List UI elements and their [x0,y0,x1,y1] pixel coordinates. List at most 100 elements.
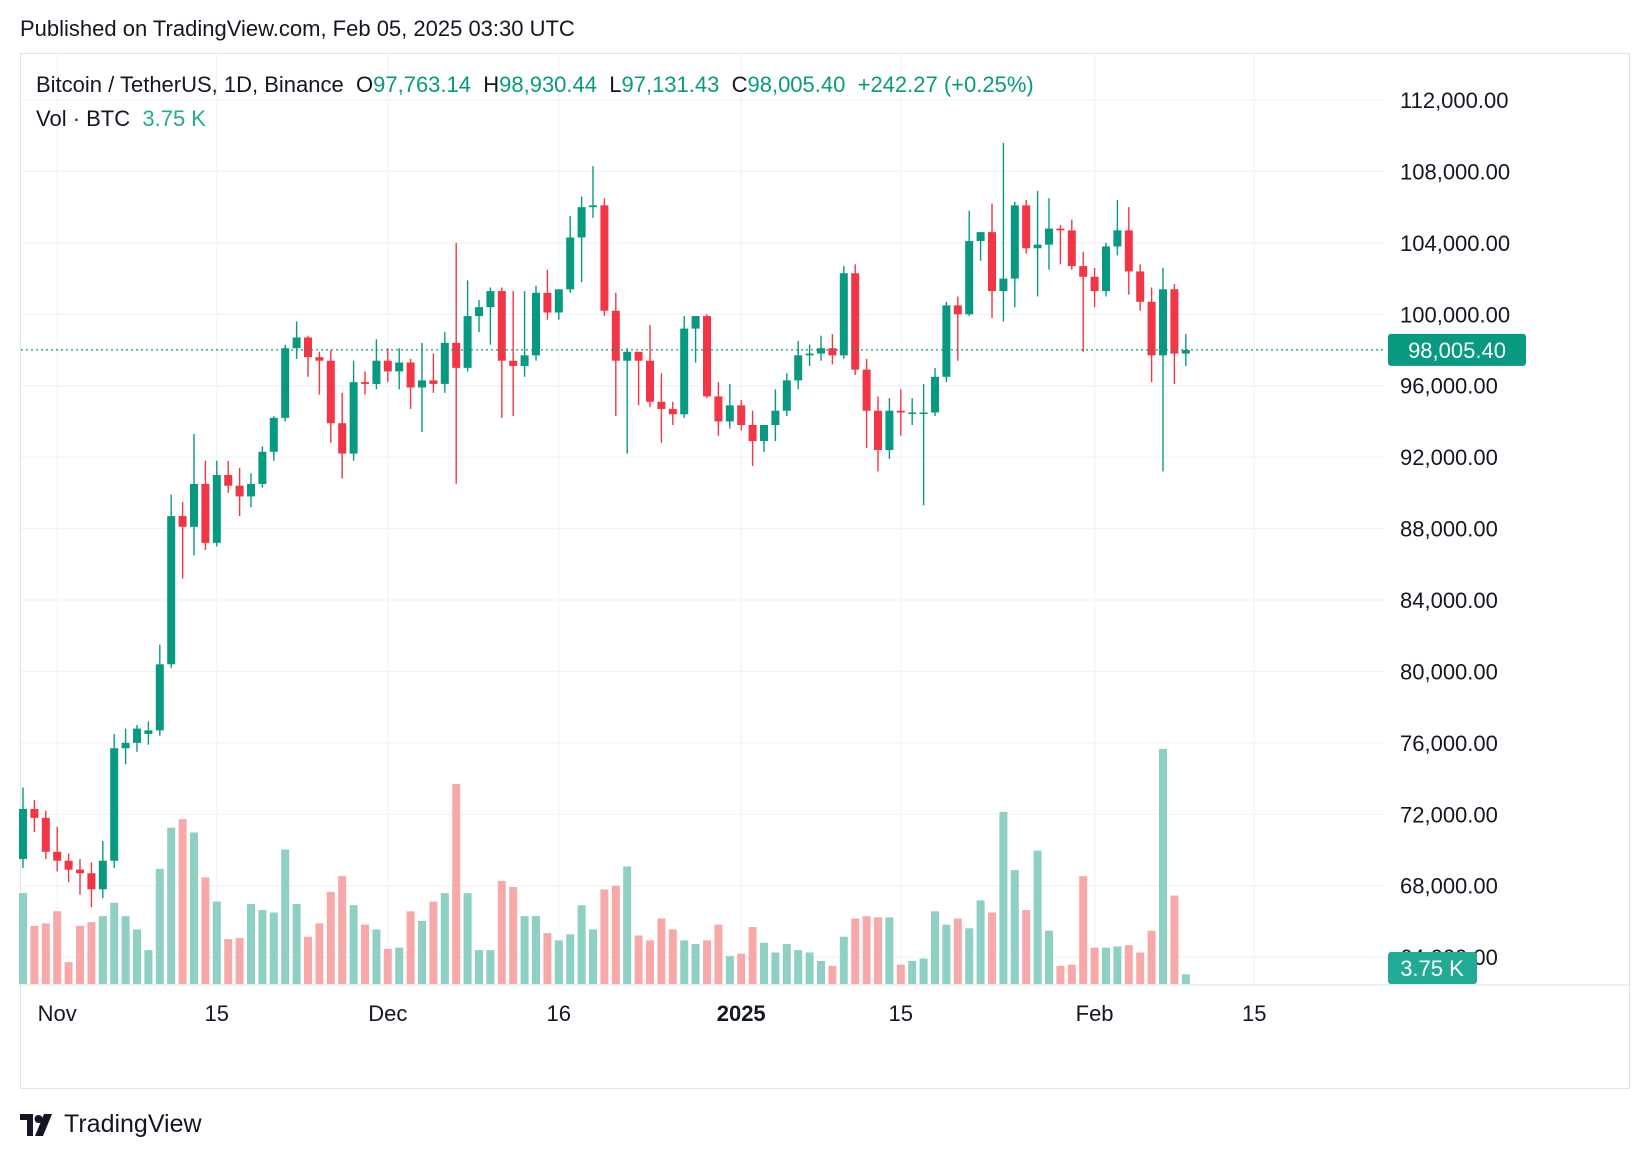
volume-bar [623,866,632,984]
candle-body [794,355,803,381]
volume-bar [1113,946,1122,984]
candle-body [737,405,746,426]
volume-bar [999,811,1008,984]
candle-body [383,360,392,372]
volume-bar [475,950,483,984]
volume-bar [133,929,141,984]
candle-body [76,869,84,874]
volume-bar [19,893,27,984]
volume-bar [885,917,894,984]
volume-bar [1045,930,1053,984]
candle-body [258,451,267,484]
volume-bar [315,923,324,984]
candle-body [178,516,187,527]
volume-bar [976,900,985,984]
legend-open-label: O [356,72,374,97]
volume-bar [190,832,198,984]
volume-legend-label: Vol · BTC [36,106,131,131]
legend-close: 98,005.40 [747,72,846,97]
candle-body [611,310,620,361]
candle-body [623,351,632,361]
candle-body [931,376,939,413]
volume-bar [942,924,951,984]
candle-body [1181,350,1190,354]
volume-bar [429,901,438,984]
candle-body [885,410,894,451]
volume-bar [851,918,860,984]
candle-body [304,337,312,358]
y-tick-label: 88,000.00 [1400,517,1498,542]
volume-bar [292,904,301,984]
candle-body [817,348,825,354]
candle-body [1067,230,1076,267]
candle-body [782,380,791,411]
volume-bar [566,934,575,984]
candle-body [851,273,860,370]
candle-body [361,382,369,384]
legend-high-label: H [483,72,500,97]
candle-body [1102,246,1110,292]
y-tick-label: 108,000.00 [1400,159,1510,184]
volume-bar [30,925,39,984]
candle-body [589,205,597,208]
volume-bar [953,918,962,984]
candle-body [1056,228,1065,231]
volume-bar [406,911,415,984]
volume-bar [862,916,871,984]
last-price-badge [1388,333,1526,366]
volume-bar [988,912,996,984]
x-tick-label: Dec [368,1001,407,1026]
volume-bar [703,940,711,984]
y-tick-label: 112,000.00 [1400,88,1508,113]
x-tick-label: 15 [889,1001,913,1026]
volume-bar [1102,947,1110,984]
published-note: Published on TradingView.com, Feb 05, 20… [20,16,575,41]
last-price-label: 98,005.40 [1408,338,1506,363]
volume-bar [691,944,700,984]
volume-bar [144,950,153,984]
y-tick-label: 72,000.00 [1400,802,1498,827]
candle-body [167,516,176,665]
volume-bar [748,927,757,984]
candle-body [1124,230,1133,272]
volume-bar [1010,870,1019,984]
candle-body [133,728,141,743]
volume-bar [1159,748,1167,984]
volume-bar [600,889,609,984]
candle-body [509,360,518,367]
volume-bar [760,942,768,984]
volume-bar [737,953,746,984]
candle-body [372,360,381,384]
candle-body [418,380,426,388]
candle-body [292,337,301,349]
candle-body [315,357,324,361]
candle-body [691,316,700,329]
x-tick-label: 2025 [717,1001,766,1026]
volume-bar [418,920,426,984]
tradingview-logo[interactable]: TradingView [20,1110,202,1139]
candle-body [1147,301,1156,356]
candle-body [680,328,689,415]
candle-body [486,291,495,308]
candle-body [600,205,609,311]
x-tick-label: Feb [1076,1001,1114,1026]
candle-body [805,353,814,356]
volume-bar [589,929,597,984]
legend-symbol: Bitcoin / TetherUS, 1D, Binance [36,72,344,97]
volume-bar [1056,965,1065,984]
volume-bar [87,922,96,984]
volume-bar [839,936,848,984]
candle-body [281,348,290,418]
candle-body [53,851,62,861]
candle-body [395,362,404,372]
y-tick-label: 92,000.00 [1400,445,1498,470]
volume-bar [611,885,620,984]
volume-bar [1181,974,1190,984]
volume-bar [258,910,267,984]
candle-body [1022,205,1031,249]
candle-body [828,348,837,356]
volume-bar [383,948,392,984]
last-volume-badge [1388,952,1477,984]
x-tick-label: Nov [38,1001,77,1026]
